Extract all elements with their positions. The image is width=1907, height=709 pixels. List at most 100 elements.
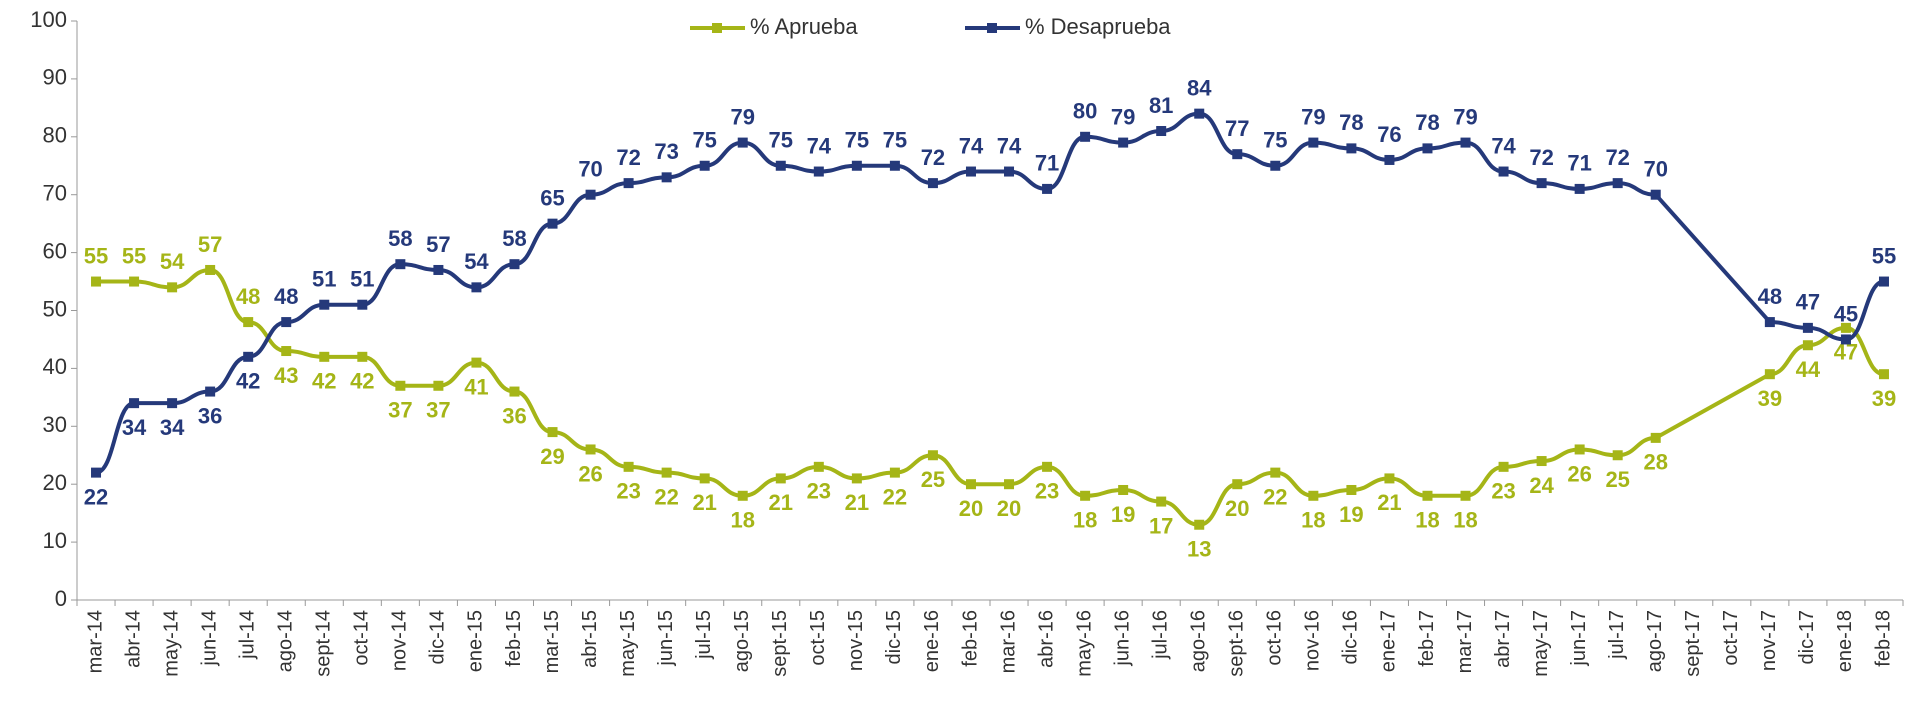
data-label: 75 (692, 128, 716, 153)
data-label: 41 (464, 374, 488, 399)
marker (851, 160, 862, 171)
data-label: 77 (1225, 116, 1249, 141)
marker (737, 490, 748, 501)
marker (509, 386, 520, 397)
data-label: 45 (1834, 301, 1858, 326)
x-tick-label: jul-15 (693, 610, 715, 660)
marker (699, 473, 710, 484)
marker (547, 427, 558, 438)
data-label: 80 (1073, 99, 1097, 124)
marker (965, 166, 976, 177)
data-label: 84 (1187, 75, 1212, 100)
data-label: 20 (1225, 496, 1249, 521)
marker (1764, 369, 1775, 380)
data-label: 75 (1263, 128, 1287, 153)
data-label: 22 (654, 484, 678, 509)
marker (1574, 183, 1585, 194)
data-label: 79 (1111, 104, 1135, 129)
marker (699, 160, 710, 171)
marker (1194, 519, 1205, 530)
marker (1840, 322, 1851, 333)
data-label: 13 (1187, 537, 1211, 562)
marker (1650, 189, 1661, 200)
x-tick-label: ene-18 (1834, 610, 1856, 672)
marker (547, 218, 558, 229)
data-label: 21 (845, 490, 869, 515)
data-label: 37 (388, 398, 412, 423)
marker (775, 160, 786, 171)
marker (471, 282, 482, 293)
data-label: 18 (1301, 508, 1325, 533)
data-label: 57 (426, 232, 450, 257)
marker (1612, 178, 1623, 189)
marker (433, 264, 444, 275)
y-tick-label: 0 (55, 586, 67, 611)
x-tick-label: oct-15 (807, 610, 829, 666)
x-tick-label: ene-15 (465, 610, 487, 672)
data-label: 54 (464, 249, 489, 274)
data-label: 18 (1415, 508, 1439, 533)
data-label: 42 (350, 369, 374, 394)
data-label: 78 (1339, 110, 1363, 135)
legend-marker (712, 23, 722, 33)
x-tick-label: sept-15 (769, 610, 791, 677)
marker (1004, 479, 1015, 490)
series-line (96, 267, 1656, 527)
y-tick-label: 60 (43, 238, 67, 263)
data-label: 72 (616, 145, 640, 170)
y-tick-label: 100 (30, 7, 67, 32)
x-tick-label: ene-17 (1378, 610, 1400, 672)
marker (661, 467, 672, 478)
data-label: 25 (1605, 467, 1629, 492)
marker (319, 299, 330, 310)
data-label: 75 (845, 128, 869, 153)
x-tick-label: ene-16 (921, 610, 943, 672)
data-label: 21 (769, 490, 793, 515)
data-label: 72 (1605, 145, 1629, 170)
x-tick-label: dic-17 (1796, 610, 1818, 664)
data-label: 74 (997, 133, 1022, 158)
marker (1536, 456, 1547, 467)
data-label: 79 (730, 104, 754, 129)
marker (357, 299, 368, 310)
data-label: 18 (730, 508, 754, 533)
data-label: 21 (692, 490, 716, 515)
data-label: 34 (122, 415, 147, 440)
marker (1878, 369, 1889, 380)
marker (889, 467, 900, 478)
marker (205, 264, 216, 275)
marker (927, 450, 938, 461)
data-label: 43 (274, 363, 298, 388)
x-tick-label: dic-16 (1340, 610, 1362, 664)
data-label: 17 (1149, 513, 1173, 538)
marker (623, 461, 634, 472)
data-label: 20 (959, 496, 983, 521)
x-tick-label: jun-16 (1111, 610, 1133, 667)
data-label: 34 (160, 415, 185, 440)
x-tick-label: nov-16 (1302, 610, 1324, 671)
data-label: 24 (1529, 473, 1554, 498)
marker (1460, 137, 1471, 148)
gap-connector (1654, 372, 1771, 440)
data-label: 48 (236, 284, 260, 309)
y-tick-label: 50 (43, 296, 67, 321)
data-label: 81 (1149, 93, 1173, 118)
marker (1498, 166, 1509, 177)
marker (357, 351, 368, 362)
marker (129, 276, 140, 287)
data-label: 75 (883, 128, 907, 153)
y-tick-label: 20 (43, 470, 67, 495)
marker (813, 461, 824, 472)
data-label: 18 (1073, 508, 1097, 533)
data-label: 73 (654, 139, 678, 164)
marker (205, 386, 216, 397)
marker (585, 444, 596, 455)
y-tick-label: 40 (43, 354, 67, 379)
data-label: 55 (1872, 243, 1896, 268)
marker (1194, 108, 1205, 119)
data-label: 39 (1758, 386, 1782, 411)
marker (1802, 322, 1813, 333)
data-label: 78 (1415, 110, 1439, 135)
data-label: 23 (1491, 479, 1515, 504)
data-label: 19 (1111, 502, 1135, 527)
